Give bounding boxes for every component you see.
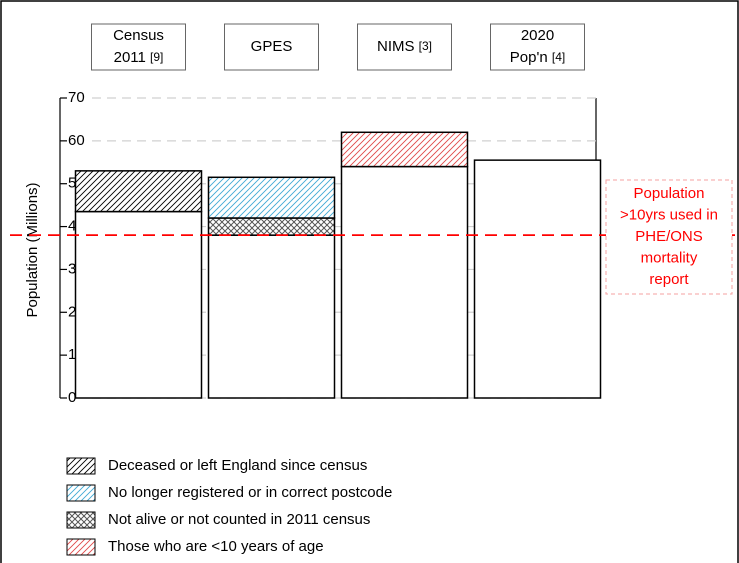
y-axis-label: Population (Millions) xyxy=(24,182,41,317)
category-ref-text: [4] xyxy=(552,50,565,64)
bar-segment xyxy=(207,176,336,219)
y-tick-label: 70 xyxy=(68,89,85,106)
category-ref-text: [3] xyxy=(419,39,432,53)
bar-segment xyxy=(473,159,602,399)
annotation-text: report xyxy=(649,271,689,288)
annotation-text: mortality xyxy=(641,249,698,266)
category-label: NIMS [3] xyxy=(377,38,432,55)
legend-swatch xyxy=(66,511,96,529)
bar-segment xyxy=(340,131,469,168)
y-tick-label: 0 xyxy=(68,389,76,406)
legend-label: No longer registered or in correct postc… xyxy=(108,484,392,501)
y-tick-label: 60 xyxy=(68,132,85,149)
bar-segment xyxy=(207,217,336,236)
bar-segment xyxy=(340,165,469,399)
category-box xyxy=(91,23,186,71)
legend-swatch xyxy=(66,538,96,556)
annotation-text: >10yrs used in xyxy=(620,206,718,223)
category-box xyxy=(224,23,319,71)
bar-segment xyxy=(207,234,336,399)
category-box xyxy=(357,23,452,71)
category-box xyxy=(490,23,585,71)
category-label-line: Pop'n xyxy=(510,49,552,66)
bar-segment xyxy=(74,210,203,399)
legend-label: Those who are <10 years of age xyxy=(108,538,324,555)
category-ref: Pop'n [4] xyxy=(510,49,565,66)
category-label-line: Census xyxy=(113,27,164,44)
category-label: 2020 xyxy=(521,27,554,44)
category-ref-text: [9] xyxy=(150,50,163,64)
legend-label: Not alive or not counted in 2011 census xyxy=(108,511,370,528)
category-label: GPES xyxy=(251,38,293,55)
category-label-line: 2020 xyxy=(521,27,554,44)
legend-swatch xyxy=(66,457,96,475)
category-label-line: 2011 xyxy=(114,49,150,66)
bar-segment xyxy=(74,170,203,213)
annotation-text: PHE/ONS xyxy=(635,228,703,245)
legend-label: Deceased or left England since census xyxy=(108,457,367,474)
annotation-text: Population xyxy=(634,185,705,202)
category-ref: 2011 [9] xyxy=(114,49,164,66)
category-label: Census xyxy=(113,27,164,44)
legend-swatch xyxy=(66,484,96,502)
annotation-box xyxy=(605,179,733,295)
